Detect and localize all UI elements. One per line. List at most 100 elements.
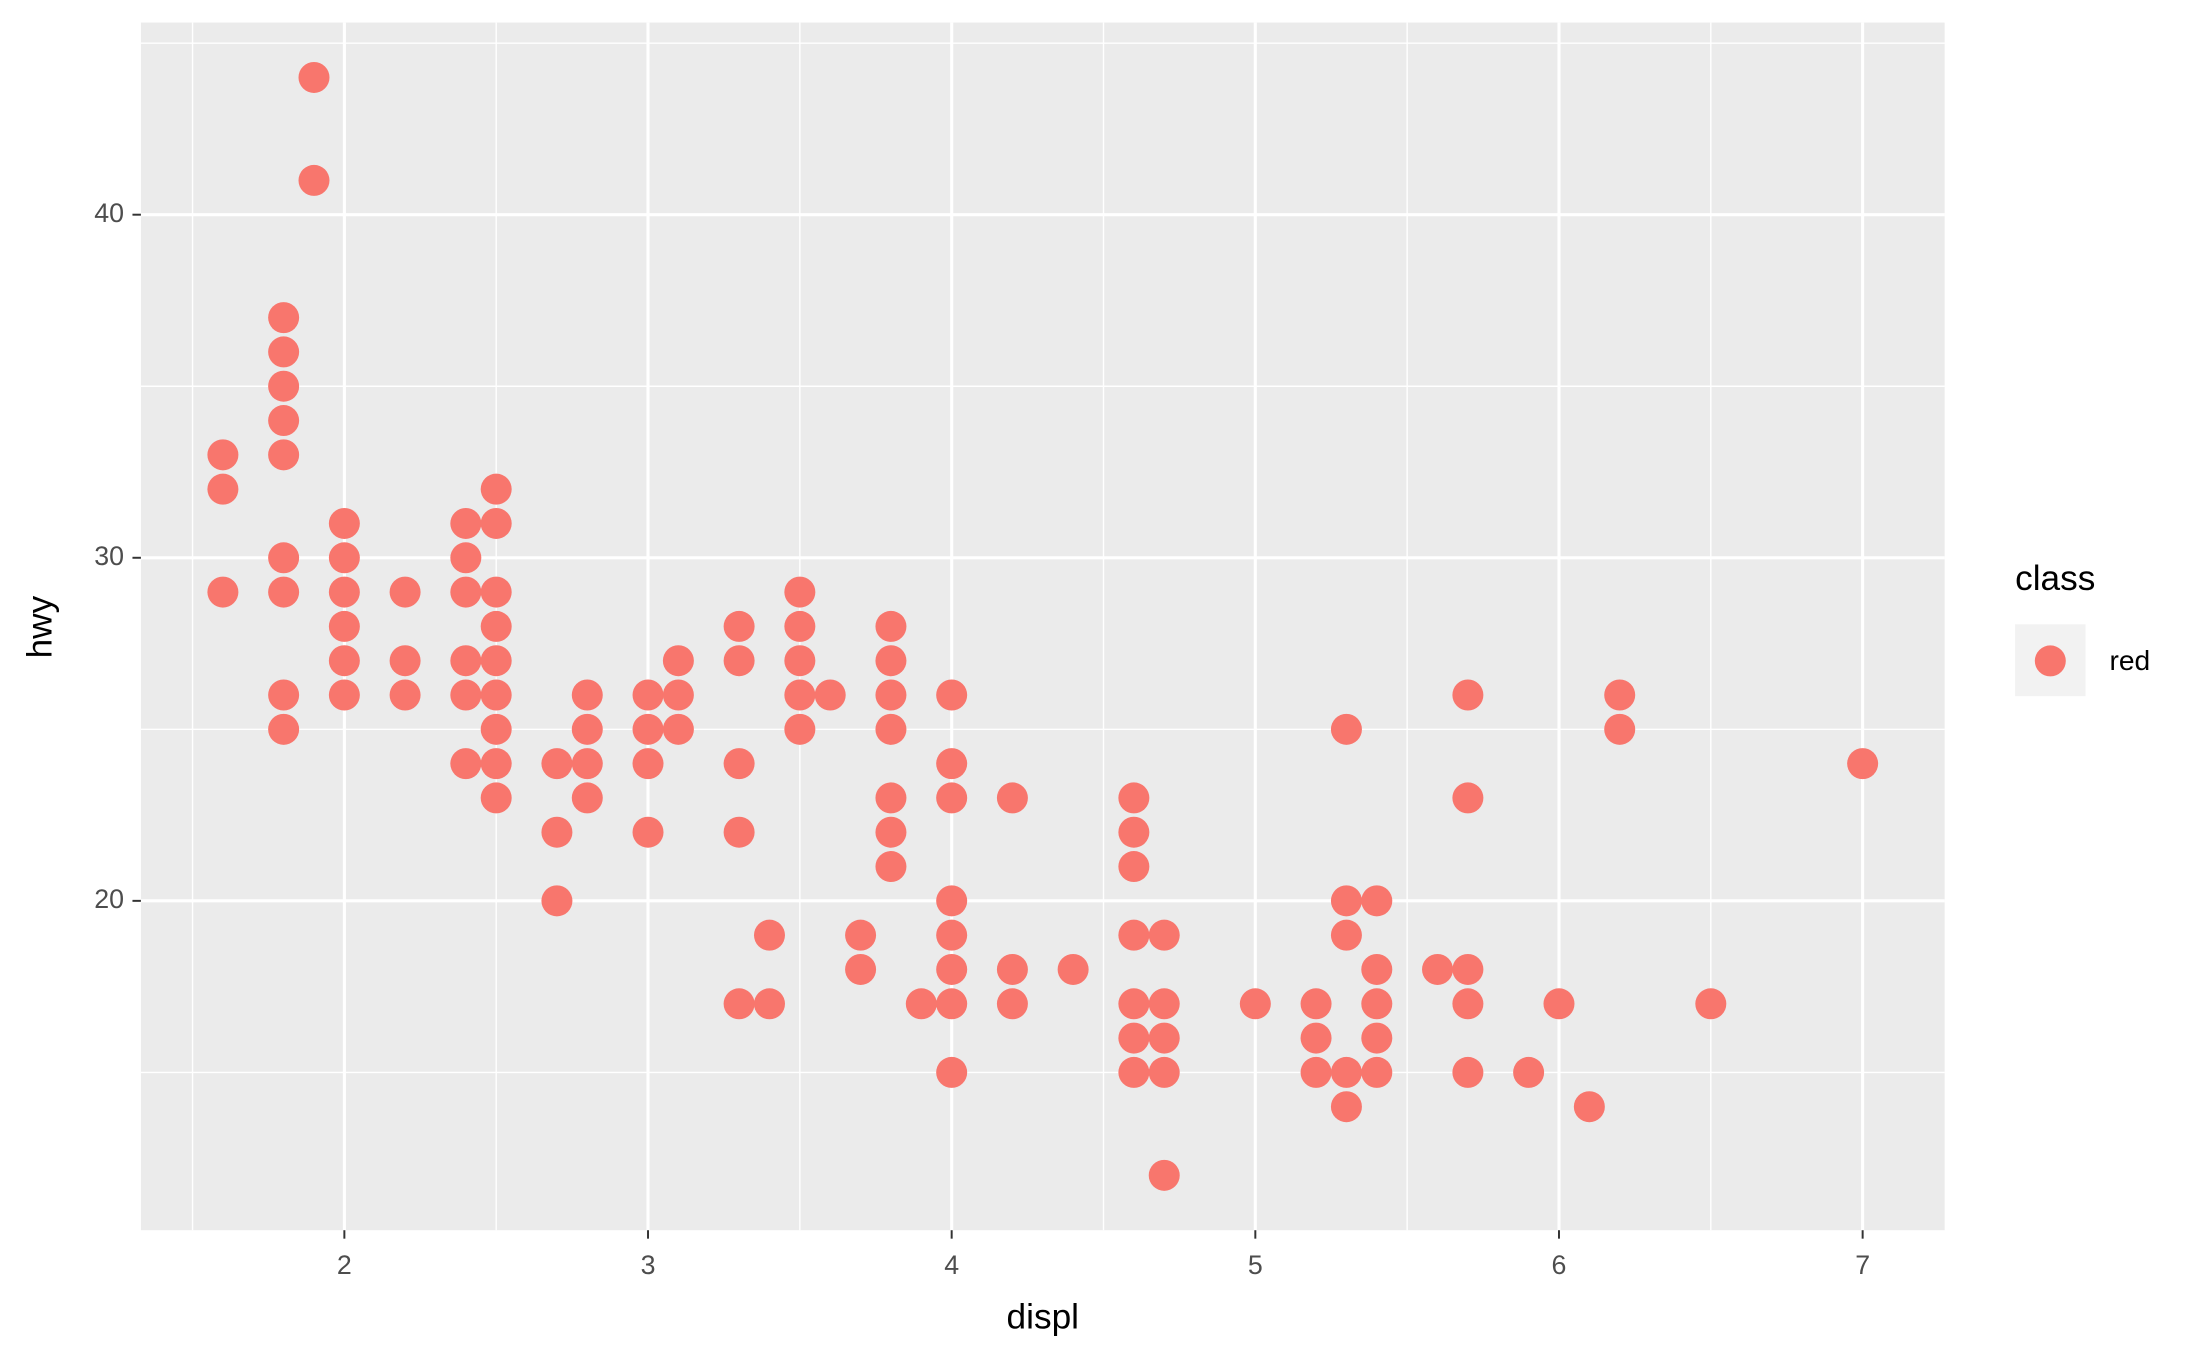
point (328, 610, 360, 642)
point (936, 679, 968, 711)
point (571, 679, 603, 711)
point (845, 953, 877, 985)
point (875, 610, 907, 642)
point (480, 645, 512, 677)
x-tick-label: 5 (1248, 1250, 1263, 1280)
point (541, 885, 573, 917)
point (1148, 919, 1180, 951)
point (268, 302, 300, 334)
point (723, 610, 755, 642)
point (753, 988, 785, 1020)
point (1118, 1056, 1150, 1088)
point (1300, 1022, 1332, 1054)
point (541, 816, 573, 848)
point (632, 679, 664, 711)
point (1452, 679, 1484, 711)
x-tick-label: 7 (1855, 1250, 1870, 1280)
point (328, 542, 360, 574)
point (541, 748, 573, 780)
point (1118, 851, 1150, 883)
point (723, 645, 755, 677)
point (996, 988, 1028, 1020)
point (1604, 713, 1636, 745)
point (450, 507, 482, 539)
x-axis-title: displ (1007, 1297, 1079, 1336)
point (480, 782, 512, 814)
point (268, 713, 300, 745)
point (875, 782, 907, 814)
point (1847, 748, 1879, 780)
point (268, 405, 300, 437)
point (1148, 1056, 1180, 1088)
point (480, 473, 512, 505)
point (480, 610, 512, 642)
point (662, 713, 694, 745)
point (328, 645, 360, 677)
point (1239, 988, 1271, 1020)
point (936, 988, 968, 1020)
point (268, 370, 300, 402)
point (1148, 1159, 1180, 1191)
point (875, 679, 907, 711)
point (996, 953, 1028, 985)
point (1604, 679, 1636, 711)
point (1695, 988, 1727, 1020)
point (1118, 816, 1150, 848)
x-tick-label: 4 (944, 1250, 959, 1280)
point (1452, 1056, 1484, 1088)
point (1452, 953, 1484, 985)
point (389, 679, 421, 711)
point (1452, 782, 1484, 814)
point (1543, 988, 1575, 1020)
point (784, 610, 816, 642)
point (450, 645, 482, 677)
point (845, 919, 877, 951)
point (905, 988, 937, 1020)
point (207, 576, 239, 608)
point (268, 576, 300, 608)
point (268, 336, 300, 368)
point (298, 61, 330, 93)
point (875, 713, 907, 745)
point (784, 713, 816, 745)
point (328, 576, 360, 608)
point (875, 851, 907, 883)
y-axis-title: hwy (21, 595, 60, 658)
point (389, 576, 421, 608)
point (936, 919, 968, 951)
point (480, 748, 512, 780)
point (1330, 713, 1362, 745)
point (450, 576, 482, 608)
point (1118, 988, 1150, 1020)
y-tick-label: 40 (94, 198, 124, 228)
point (632, 816, 664, 848)
point (632, 713, 664, 745)
x-tick-label: 2 (337, 1250, 352, 1280)
point (268, 679, 300, 711)
point (784, 679, 816, 711)
x-tick-label: 3 (641, 1250, 656, 1280)
point (875, 816, 907, 848)
point (723, 816, 755, 848)
point (450, 679, 482, 711)
point (1361, 988, 1393, 1020)
y-tick-label: 20 (94, 884, 124, 914)
point (480, 679, 512, 711)
point (328, 679, 360, 711)
x-tick-label: 6 (1552, 1250, 1567, 1280)
point (1361, 1056, 1393, 1088)
point (480, 507, 512, 539)
point (1330, 919, 1362, 951)
point (1330, 885, 1362, 917)
point (662, 645, 694, 677)
point (1361, 885, 1393, 917)
point (936, 1056, 968, 1088)
point (1118, 782, 1150, 814)
point (784, 645, 816, 677)
point (875, 645, 907, 677)
point (723, 988, 755, 1020)
legend-marker (2034, 645, 2066, 677)
point (1148, 988, 1180, 1020)
point (1057, 953, 1089, 985)
point (1573, 1091, 1605, 1123)
